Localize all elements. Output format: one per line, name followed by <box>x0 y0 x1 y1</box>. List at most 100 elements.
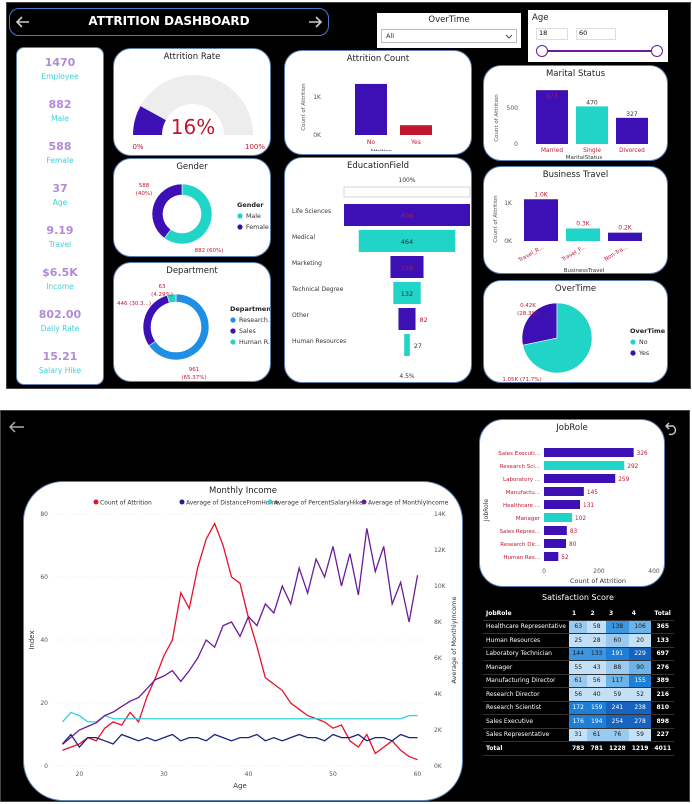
satisfaction-value-cell: 88 <box>606 660 629 675</box>
satisfaction-value-cell: 76 <box>606 728 629 742</box>
monthly-legend-label-0: Count of Attrition <box>100 500 152 507</box>
table-row[interactable]: Manager 55 43 88 90 276 <box>483 660 675 675</box>
monthly-y2tick-10: 10K <box>434 583 447 590</box>
education-title: EducationField <box>347 161 409 171</box>
age-slider-handle-min[interactable] <box>536 45 548 57</box>
travel-value-0: 1.0K <box>534 191 549 198</box>
dept-legend-dot-0 <box>230 317 236 323</box>
jobrole-bar-2 <box>544 474 616 483</box>
education-top-bracket <box>343 186 471 198</box>
monthly-y2tick-14: 14K <box>434 511 447 518</box>
education-value-3: 132 <box>401 290 413 298</box>
attrition-count-ylabel: Count of Attrition <box>301 83 307 131</box>
jobrole-tick-0: 0 <box>542 568 546 575</box>
satisfaction-value-cell: 56 <box>587 674 607 688</box>
table-row[interactable]: Sales Executive 176 194 254 278 898 <box>483 714 675 729</box>
satisfaction-jobrole-cell: Research Director <box>483 687 569 702</box>
satisfaction-total-cell: Total <box>483 741 569 756</box>
gauge-max: 100% <box>245 143 265 151</box>
overtime-filter[interactable]: OverTime All <box>377 13 521 48</box>
satisfaction-header-2[interactable]: 2 <box>587 607 607 621</box>
education-cat-5: Human Resources <box>292 338 346 345</box>
back-arrow-icon[interactable] <box>13 12 33 32</box>
monthly-y2tick-2: 2K <box>434 727 443 734</box>
education-cat-4: Other <box>292 312 310 319</box>
jobrole-value-2: 259 <box>618 477 629 483</box>
kpi-value-female: 588 <box>48 140 72 153</box>
monthly-xtick-40: 40 <box>245 771 253 778</box>
satisfaction-header-1[interactable]: 1 <box>568 607 588 621</box>
table-row[interactable]: Research Scientist 172 159 241 238 810 <box>483 701 675 715</box>
monthly-income-line-chart: Count of Attrition Average of DistanceFro… <box>28 499 458 790</box>
overtime-label-no: 1.05K (71.7%) <box>502 377 541 383</box>
satisfaction-value-cell: 28 <box>587 633 607 648</box>
table-row[interactable]: Research Director 56 40 59 52 216 <box>483 687 675 702</box>
satisfaction-value-cell: 20 <box>628 633 652 648</box>
table-row[interactable]: Laboratory Technician 144 133 191 229 697 <box>483 647 675 661</box>
monthly-y2tick-0: 0K <box>434 763 443 770</box>
age-max-input[interactable]: 60 <box>576 28 616 40</box>
gauge-fill <box>133 106 166 135</box>
monthly-y2tick-12: 12K <box>434 547 447 554</box>
satisfaction-value-cell: 52 <box>628 687 652 702</box>
education-funnel-chart: 100% Life Sciences 606 Medical 464 Marketing 1… <box>291 177 471 380</box>
overtime-legend-label-0: No <box>639 339 648 346</box>
education-top-label: 100% <box>398 177 415 184</box>
attrition-count-title: Attrition Count <box>346 54 410 64</box>
satisfaction-header-5[interactable]: Total <box>651 607 675 621</box>
age-slider-track[interactable] <box>542 50 660 52</box>
gender-legend-dot-0 <box>237 213 243 219</box>
satisfaction-value-cell: 176 <box>568 714 588 729</box>
gender-label-male: 882 (60%) <box>195 248 224 254</box>
dept-label-hr: 63 (4.29%) <box>151 284 173 298</box>
jobrole-value-5: 102 <box>575 516 586 522</box>
jobrole-cat-3: Manufactu... <box>506 490 541 496</box>
kpi-label-male: Male <box>51 114 69 123</box>
jobrole-cat-4: Healthcare ... <box>503 503 540 509</box>
age-slider-handle-max[interactable] <box>651 45 663 57</box>
attrition-count-xlabel: Attrition <box>370 149 393 151</box>
attrition-rate-gauge: 16% 0% 100% <box>132 75 265 151</box>
monthly-legend-label-2: Average of PercentSalaryHike <box>274 500 363 507</box>
attrition-count-bar-yes <box>400 125 432 135</box>
jobrole-bar-4 <box>544 500 581 509</box>
satisfaction-jobrole-cell: Human Resources <box>483 633 569 648</box>
travel-tick-1k: 1K <box>504 200 513 207</box>
attrition-count-bar-no <box>355 83 387 135</box>
age-filter: Age 18 60 <box>528 10 668 62</box>
forward-arrow-icon[interactable] <box>305 12 325 32</box>
satisfaction-header-0[interactable]: JobRole <box>483 607 569 621</box>
satisfaction-value-cell: 61 <box>587 728 607 742</box>
marital-value-0: 673 <box>546 93 558 100</box>
travel-cat-2: Non-Tra... <box>604 244 630 262</box>
satisfaction-table-card: Satisfaction Score JobRole 1 2 3 4 Total Healt… <box>480 591 676 761</box>
monthly-ytick-80: 80 <box>40 511 48 518</box>
table-row[interactable]: Healthcare Representative 63 58 138 106 365 <box>483 620 675 634</box>
table-row[interactable]: Manufacturing Director 61 56 117 155 389 <box>483 674 675 688</box>
monthly-xlabel: Age <box>233 782 247 790</box>
jobrole-cat-7: Research Dir... <box>500 542 540 548</box>
overtime-dropdown-value: All <box>386 32 395 40</box>
jobrole-value-8: 52 <box>561 555 569 561</box>
education-value-4: 82 <box>420 316 428 324</box>
age-min-input[interactable]: 18 <box>536 28 568 40</box>
satisfaction-header-4[interactable]: 4 <box>628 607 652 621</box>
travel-title: Business Travel <box>542 170 609 180</box>
table-row[interactable]: Human Resources 25 28 60 20 133 <box>483 633 675 648</box>
education-bar-1 <box>358 230 456 252</box>
satisfaction-value-cell: 58 <box>587 620 607 634</box>
marital-ylabel: Count of Attrition <box>494 94 500 142</box>
back-arrow-icon-2[interactable] <box>6 416 28 438</box>
satisfaction-value-cell: 90 <box>628 660 652 675</box>
monthly-ytick-20: 20 <box>40 700 48 707</box>
reset-icon[interactable] <box>663 421 679 437</box>
satisfaction-header-3[interactable]: 3 <box>606 607 629 621</box>
gender-legend-dot-1 <box>237 224 243 230</box>
table-row[interactable]: Sales Representative 31 61 76 59 227 <box>483 728 675 742</box>
overtime-dropdown[interactable]: All <box>381 29 517 43</box>
jobrole-bar-7 <box>544 539 566 548</box>
jobrole-tick-400: 400 <box>648 568 660 575</box>
satisfaction-value-cell: 133 <box>587 647 607 661</box>
kpi-label-age: Age <box>52 198 68 207</box>
satisfaction-jobrole-cell: Sales Executive <box>483 714 569 729</box>
